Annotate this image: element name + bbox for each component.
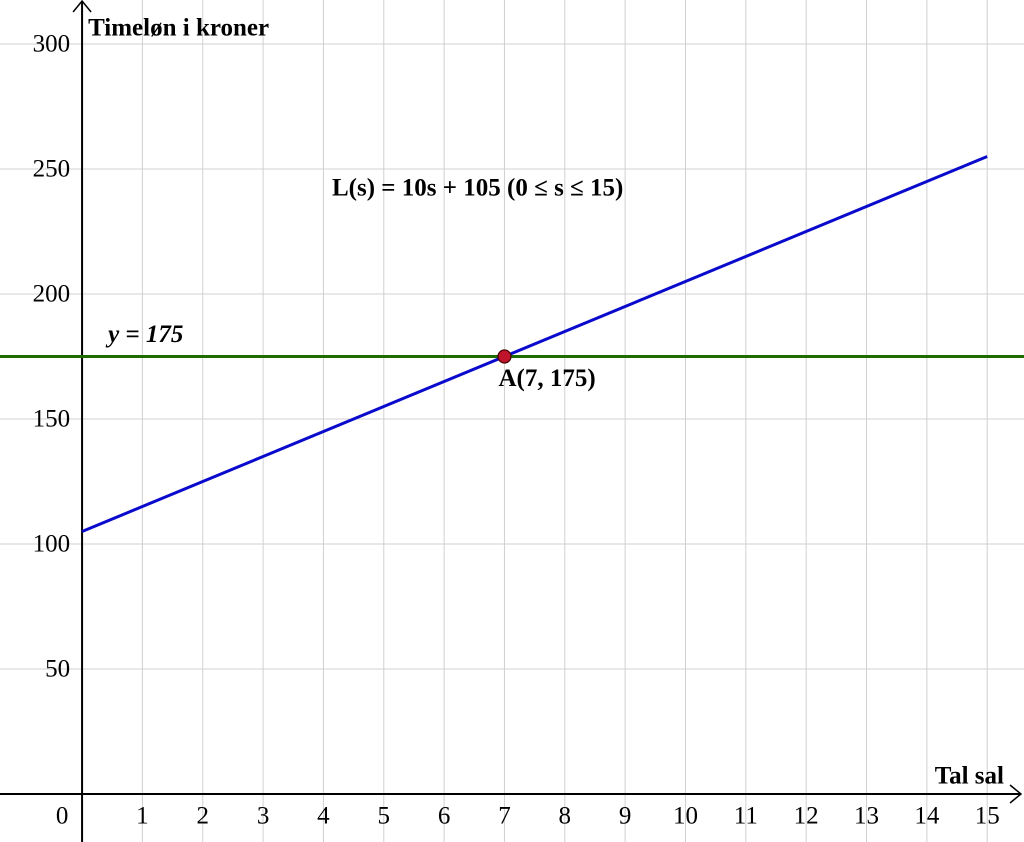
x-tick-label: 14 — [914, 803, 940, 830]
x-axis-arrow — [1009, 784, 1023, 804]
x-tick-label: 7 — [498, 803, 511, 830]
x-tick-label: 3 — [257, 803, 270, 830]
y-axis-label: Timeløn i kroner — [88, 15, 269, 42]
point-label: A(7, 175) — [498, 365, 595, 392]
x-tick-label: 9 — [619, 803, 632, 830]
x-tick-label: 6 — [438, 803, 451, 830]
x-tick-label: 2 — [196, 803, 209, 830]
y-tick-label: 200 — [33, 281, 71, 308]
y-tick-label: 300 — [33, 31, 71, 58]
y-tick-label: 50 — [45, 656, 70, 683]
x-tick-label: 13 — [854, 803, 879, 830]
x-tick-label: 10 — [673, 803, 698, 830]
x-tick-label: 11 — [734, 803, 758, 830]
function-label: L(s) = 10s + 105 (0 ≤ s ≤ 15) — [332, 175, 623, 202]
y-tick-label: 250 — [33, 156, 71, 183]
x-tick-label: 15 — [975, 803, 1000, 830]
y-tick-label: 150 — [33, 406, 71, 433]
y-axis-arrow — [72, 0, 92, 13]
x-tick-label: 5 — [378, 803, 391, 830]
x-tick-label: 1 — [136, 803, 149, 830]
horizontal-line-label: y = 175 — [105, 321, 183, 348]
x-tick-label: 4 — [317, 803, 330, 830]
x-axis-label: Tal sal — [935, 763, 1004, 790]
y-tick-label: 100 — [33, 531, 71, 558]
x-tick-label: 12 — [794, 803, 819, 830]
x-tick-label: 0 — [56, 803, 69, 830]
x-tick-label: 8 — [559, 803, 572, 830]
line — [81, 155, 988, 533]
point — [497, 349, 512, 364]
